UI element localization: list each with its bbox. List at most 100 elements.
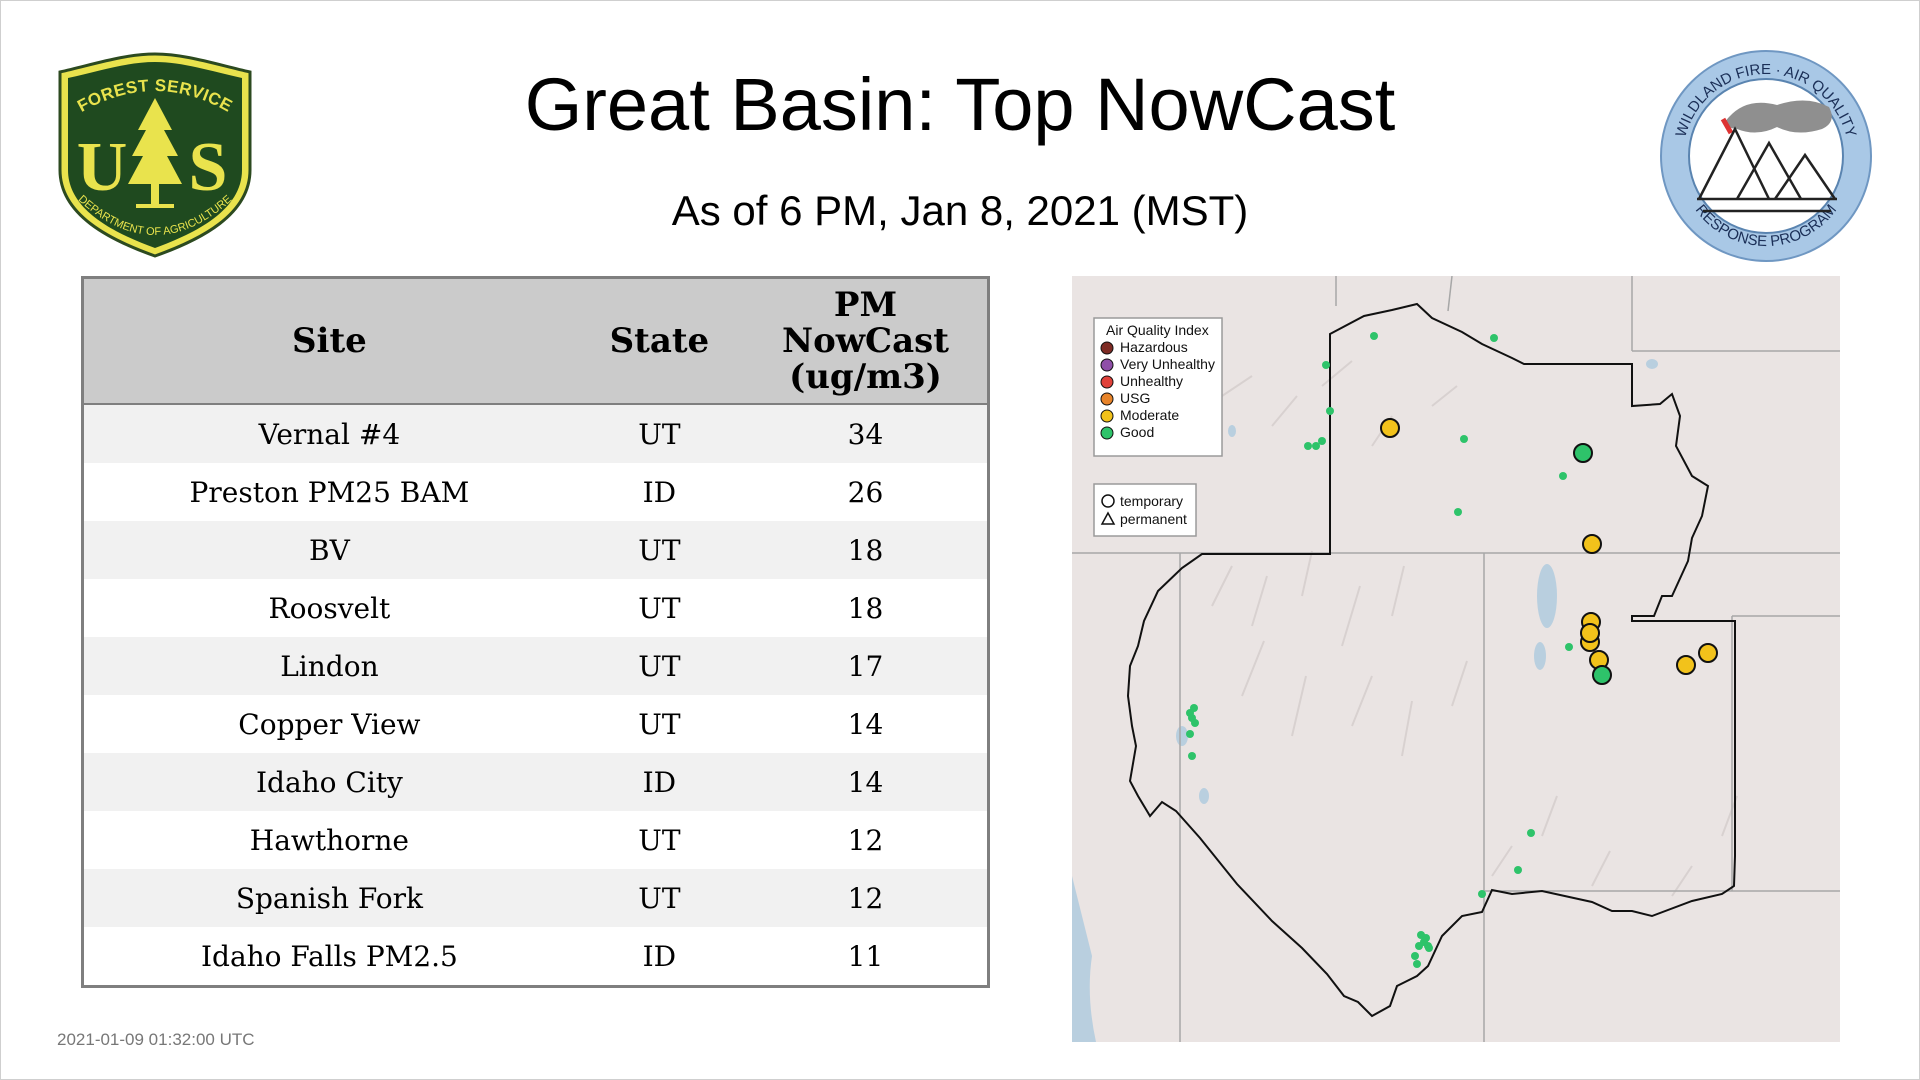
- legend-label: Unhealthy: [1120, 373, 1183, 389]
- good-monitor-dot: [1514, 866, 1522, 874]
- shape-legend: temporary permanent: [1093, 483, 1197, 537]
- temporary-monitor-circle: [1698, 643, 1718, 663]
- table-row: Preston PM25 BAM ID 26: [82, 463, 989, 521]
- good-monitor-dot: [1454, 508, 1462, 516]
- smoke-icon: [1725, 100, 1832, 133]
- state-cell: UT: [574, 695, 744, 753]
- nowcast-table: Site State PM NowCast (ug/m3) Vernal #4 U…: [81, 276, 990, 988]
- site-cell: Hawthorne: [82, 811, 575, 869]
- state-cell: UT: [574, 811, 744, 869]
- generated-timestamp: 2021-01-09 01:32:00 UTC: [57, 1030, 255, 1049]
- table-row: Vernal #4 UT 34: [82, 404, 989, 463]
- temporary-monitor-circle: [1592, 665, 1612, 685]
- forest-service-logo: FOREST SERVICE U S DEPARTMENT OF AGRICUL…: [58, 52, 252, 258]
- state-cell: UT: [574, 869, 744, 927]
- nowcast-cell: 34: [743, 404, 989, 463]
- nowcast-header-line1: PM: [833, 285, 898, 325]
- table-row: Idaho Falls PM2.5 ID 11: [82, 927, 989, 987]
- pine-tree-icon: [128, 98, 182, 208]
- column-header-site: Site: [82, 277, 575, 405]
- table-row: Roosvelt UT 18: [82, 579, 989, 637]
- column-header-nowcast: PM NowCast (ug/m3): [743, 277, 989, 405]
- legend-label: Hazardous: [1120, 339, 1188, 355]
- good-monitor-dot: [1415, 942, 1423, 950]
- good-monitor-dot: [1318, 437, 1326, 445]
- nowcast-cell: 18: [743, 521, 989, 579]
- good-monitor-dot: [1191, 719, 1199, 727]
- nowcast-cell: 17: [743, 637, 989, 695]
- table-row: Idaho City ID 14: [82, 753, 989, 811]
- page-subtitle: As of 6 PM, Jan 8, 2021 (MST): [671, 187, 1249, 234]
- temporary-monitor-circle: [1580, 623, 1600, 643]
- nowcast-cell: 14: [743, 753, 989, 811]
- good-monitor-dot: [1565, 643, 1573, 651]
- legend-swatch: [1100, 358, 1114, 372]
- site-cell: Preston PM25 BAM: [82, 463, 575, 521]
- nowcast-cell: 26: [743, 463, 989, 521]
- nowcast-cell: 12: [743, 869, 989, 927]
- page-title: Great Basin: Top NowCast: [524, 63, 1396, 146]
- good-monitor-dot: [1304, 442, 1312, 450]
- state-cell: ID: [574, 753, 744, 811]
- good-monitor-dot: [1312, 442, 1320, 450]
- temporary-monitor-markers: [1380, 418, 1718, 685]
- state-cell: UT: [574, 637, 744, 695]
- site-cell: Idaho Falls PM2.5: [82, 927, 575, 987]
- table-row: BV UT 18: [82, 521, 989, 579]
- legend-label: Good: [1120, 424, 1154, 440]
- temporary-monitor-circle: [1573, 443, 1593, 463]
- legend-swatch: [1100, 341, 1114, 355]
- state-boundaries: [1072, 276, 1840, 1042]
- state-cell: ID: [574, 927, 744, 987]
- nowcast-header-line2: NowCast: [781, 321, 949, 361]
- site-cell: Copper View: [82, 695, 575, 753]
- nowcast-header-line3: (ug/m3): [789, 357, 942, 397]
- good-monitor-dot: [1413, 960, 1421, 968]
- good-monitor-dot: [1322, 361, 1330, 369]
- good-monitor-markers: [1186, 332, 1573, 968]
- legend-swatch: [1100, 375, 1114, 389]
- logo-letter-u: U: [77, 129, 128, 206]
- column-header-state: State: [574, 277, 744, 405]
- table-row: Lindon UT 17: [82, 637, 989, 695]
- table-header-row: Site State PM NowCast (ug/m3): [82, 277, 989, 405]
- site-cell: Idaho City: [82, 753, 575, 811]
- terrain-texture: [1211, 360, 1738, 897]
- temporary-monitor-circle: [1380, 418, 1400, 438]
- table-row: Spanish Fork UT 12: [82, 869, 989, 927]
- circle-icon: [1101, 494, 1115, 508]
- good-monitor-dot: [1559, 472, 1567, 480]
- wildland-fire-logo: WILDLAND FIRE · AIR QUALITY RESPONSE PRO…: [1660, 50, 1872, 262]
- state-cell: ID: [574, 463, 744, 521]
- nowcast-cell: 12: [743, 811, 989, 869]
- legend-swatch: [1100, 392, 1114, 406]
- good-monitor-dot: [1527, 829, 1535, 837]
- state-cell: UT: [574, 521, 744, 579]
- good-monitor-dot: [1326, 407, 1334, 415]
- site-cell: Lindon: [82, 637, 575, 695]
- good-monitor-dot: [1478, 890, 1486, 898]
- nowcast-cell: 18: [743, 579, 989, 637]
- state-cell: UT: [574, 404, 744, 463]
- logo-letter-s: S: [189, 129, 228, 206]
- good-monitor-dot: [1188, 752, 1196, 760]
- temporary-monitor-circle: [1582, 534, 1602, 554]
- legend-swatch: [1100, 409, 1114, 423]
- great-basin-boundary: [1126, 302, 1736, 1018]
- ocean-water: [1072, 876, 1096, 1042]
- site-cell: BV: [82, 521, 575, 579]
- good-monitor-dot: [1490, 334, 1498, 342]
- table-row: Copper View UT 14: [82, 695, 989, 753]
- good-monitor-dot: [1460, 435, 1468, 443]
- mountains-icon: [1697, 126, 1837, 213]
- nowcast-cell: 14: [743, 695, 989, 753]
- legend-label: USG: [1120, 390, 1150, 406]
- triangle-icon: [1100, 511, 1116, 525]
- site-cell: Roosvelt: [82, 579, 575, 637]
- site-cell: Spanish Fork: [82, 869, 575, 927]
- good-monitor-dot: [1370, 332, 1378, 340]
- site-cell: Vernal #4: [82, 404, 575, 463]
- state-cell: UT: [574, 579, 744, 637]
- legend-label: Very Unhealthy: [1120, 356, 1215, 372]
